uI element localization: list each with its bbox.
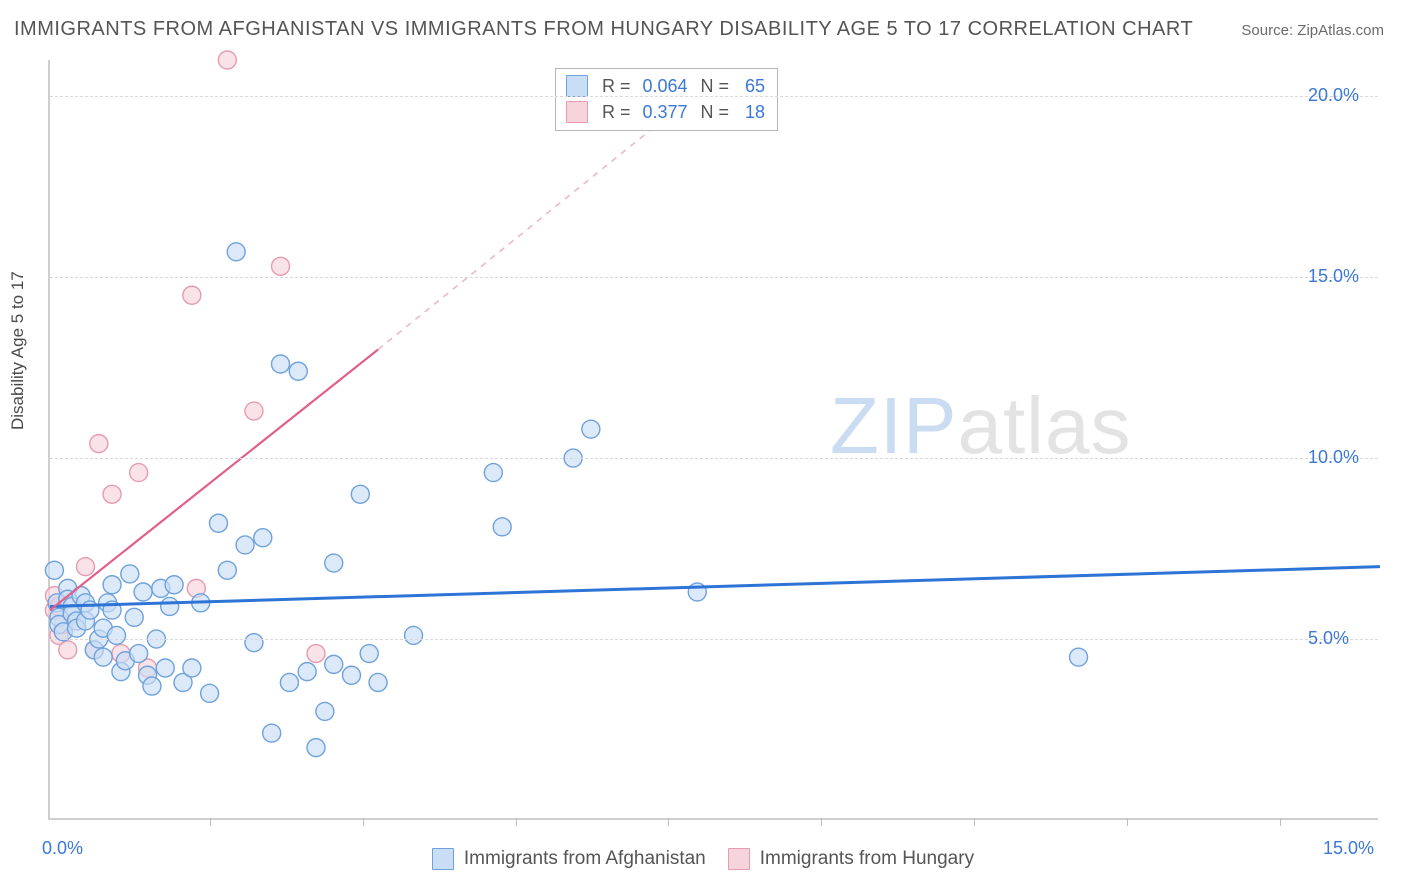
gridline — [50, 639, 1378, 640]
data-point-hungary — [76, 558, 94, 576]
trendline-afghanistan — [50, 567, 1380, 607]
legend-row: R = 0.377 N = 18 — [566, 99, 765, 125]
data-point-afghanistan — [582, 420, 600, 438]
data-point-afghanistan — [325, 655, 343, 673]
y-tick: 5.0% — [1308, 628, 1349, 649]
data-point-afghanistan — [130, 645, 148, 663]
data-point-afghanistan — [254, 529, 272, 547]
data-point-afghanistan — [405, 626, 423, 644]
data-point-afghanistan — [1070, 648, 1088, 666]
legend-item: Immigrants from Afghanistan — [432, 848, 706, 870]
data-point-afghanistan — [45, 561, 63, 579]
data-point-afghanistan — [342, 666, 360, 684]
legend-n-label: N = — [701, 99, 730, 125]
legend-r-label: R = — [602, 99, 631, 125]
x-minor-tick — [821, 818, 822, 826]
data-point-hungary — [183, 286, 201, 304]
legend-item: Immigrants from Hungary — [728, 848, 974, 870]
data-point-afghanistan — [209, 514, 227, 532]
data-point-afghanistan — [236, 536, 254, 554]
data-point-afghanistan — [307, 739, 325, 757]
data-point-hungary — [307, 645, 325, 663]
legend-n-value: 65 — [741, 73, 765, 99]
x-minor-tick — [1127, 818, 1128, 826]
data-point-afghanistan — [134, 583, 152, 601]
data-point-afghanistan — [289, 362, 307, 380]
legend-n-label: N = — [701, 73, 730, 99]
legend-row: R = 0.064 N = 65 — [566, 73, 765, 99]
data-point-hungary — [245, 402, 263, 420]
data-point-hungary — [103, 485, 121, 503]
legend-r-value: 0.064 — [643, 73, 689, 99]
series-legend: Immigrants from Afghanistan Immigrants fr… — [0, 848, 1406, 870]
data-point-hungary — [59, 641, 77, 659]
chart-title: IMMIGRANTS FROM AFGHANISTAN VS IMMIGRANT… — [14, 18, 1193, 41]
legend-swatch — [566, 75, 588, 97]
data-point-hungary — [218, 51, 236, 69]
data-point-afghanistan — [351, 485, 369, 503]
data-point-hungary — [130, 464, 148, 482]
gridline — [50, 458, 1378, 459]
data-point-afghanistan — [369, 673, 387, 691]
x-minor-tick — [668, 818, 669, 826]
legend-n-value: 18 — [741, 99, 765, 125]
data-point-afghanistan — [493, 518, 511, 536]
legend-swatch — [728, 848, 750, 870]
legend-swatch — [432, 848, 454, 870]
correlation-legend: R = 0.064 N = 65 R = 0.377 N = 18 — [555, 68, 778, 131]
data-point-afghanistan — [316, 702, 334, 720]
data-point-afghanistan — [245, 634, 263, 652]
data-point-afghanistan — [325, 554, 343, 572]
x-minor-tick — [1280, 818, 1281, 826]
data-point-afghanistan — [263, 724, 281, 742]
data-point-afghanistan — [125, 608, 143, 626]
data-point-afghanistan — [143, 677, 161, 695]
data-point-afghanistan — [156, 659, 174, 677]
data-point-afghanistan — [183, 659, 201, 677]
data-point-afghanistan — [484, 464, 502, 482]
x-minor-tick — [516, 818, 517, 826]
source-link[interactable]: ZipAtlas.com — [1297, 22, 1384, 39]
y-tick: 20.0% — [1308, 85, 1359, 106]
data-point-afghanistan — [121, 565, 139, 583]
data-point-afghanistan — [218, 561, 236, 579]
x-minor-tick — [974, 818, 975, 826]
y-tick: 15.0% — [1308, 266, 1359, 287]
x-minor-tick — [363, 818, 364, 826]
source-label: Source: — [1241, 22, 1297, 39]
plot-svg — [50, 60, 1378, 818]
data-point-afghanistan — [161, 597, 179, 615]
data-point-afghanistan — [360, 645, 378, 663]
legend-r-value: 0.377 — [643, 99, 689, 125]
data-point-afghanistan — [280, 673, 298, 691]
y-axis-label: Disability Age 5 to 17 — [8, 271, 28, 430]
data-point-afghanistan — [165, 576, 183, 594]
x-minor-tick — [210, 818, 211, 826]
legend-r-label: R = — [602, 73, 631, 99]
gridline — [50, 277, 1378, 278]
data-point-afghanistan — [272, 355, 290, 373]
data-point-afghanistan — [94, 648, 112, 666]
data-point-afghanistan — [108, 626, 126, 644]
legend-label: Immigrants from Hungary — [760, 848, 974, 870]
data-point-afghanistan — [201, 684, 219, 702]
data-point-afghanistan — [103, 576, 121, 594]
data-point-afghanistan — [227, 243, 245, 261]
legend-swatch — [566, 101, 588, 123]
legend-label: Immigrants from Afghanistan — [464, 848, 706, 870]
data-point-afghanistan — [298, 663, 316, 681]
data-point-hungary — [272, 257, 290, 275]
gridline — [50, 96, 1378, 97]
chart-container: IMMIGRANTS FROM AFGHANISTAN VS IMMIGRANT… — [0, 0, 1406, 892]
plot-area: ZIPatlas R =0.064N =65R =0.377N =18 — [48, 60, 1378, 820]
data-point-hungary — [90, 435, 108, 453]
y-tick: 10.0% — [1308, 447, 1359, 468]
source-attribution: Source: ZipAtlas.com — [1241, 22, 1384, 39]
